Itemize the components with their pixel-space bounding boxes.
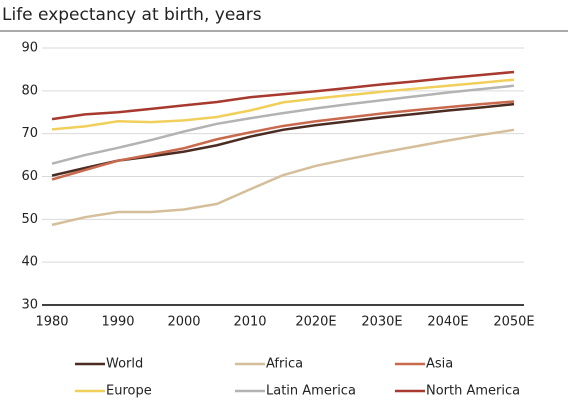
series-line <box>51 78 515 131</box>
legend-label: Africa <box>266 357 303 372</box>
x-tick-label: 1990 <box>101 315 134 330</box>
legend-label: Asia <box>426 357 453 372</box>
x-tick-label: 2050E <box>493 315 534 330</box>
legend-label: Europe <box>106 384 152 399</box>
series-line <box>51 100 515 181</box>
y-tick-label: 80 <box>21 83 38 98</box>
y-tick-label: 40 <box>21 255 38 270</box>
x-tick-label: 2020E <box>295 315 336 330</box>
legend-label: World <box>106 357 143 372</box>
legend-label: North America <box>426 384 520 399</box>
series-line <box>51 70 515 121</box>
x-tick-label: 2010 <box>233 315 266 330</box>
y-tick-label: 30 <box>21 298 38 313</box>
series-line <box>51 128 515 227</box>
series-line <box>51 84 515 165</box>
x-tick-label: 2030E <box>361 315 402 330</box>
y-tick-label: 60 <box>21 169 38 184</box>
y-tick-label: 70 <box>21 126 38 141</box>
legend-label: Latin America <box>266 384 356 399</box>
chart-title: Life expectancy at birth, years <box>2 5 262 25</box>
x-tick-label: 2000 <box>167 315 200 330</box>
x-tick-label: 1980 <box>35 315 68 330</box>
y-tick-label: 90 <box>21 41 38 56</box>
x-tick-label: 2040E <box>427 315 468 330</box>
y-tick-label: 50 <box>21 212 38 227</box>
